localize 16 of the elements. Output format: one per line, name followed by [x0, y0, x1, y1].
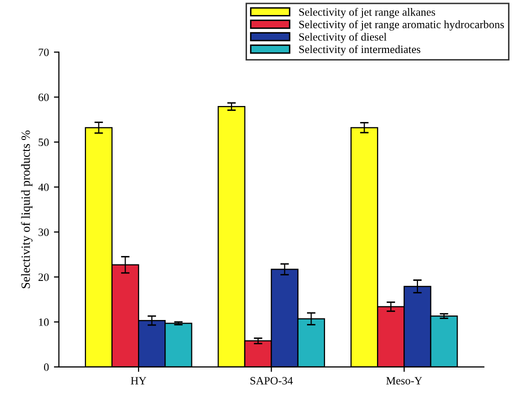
y-tick-label: 20	[38, 273, 49, 281]
x-tick-label: HY	[130, 377, 146, 384]
y-tick-label: 70	[38, 48, 49, 56]
y-tick-label: 0	[44, 363, 49, 371]
x-tick-label: Meso-Y	[386, 377, 422, 384]
legend-label: Selectivity of jet range aromatic hydrocarbons	[299, 20, 504, 31]
legend-label: Selectivity of jet range alkanes	[299, 8, 436, 18]
y-tick-label: 50	[38, 138, 49, 146]
legend-label: Selectivity of intermediates	[299, 45, 420, 56]
y-axis-title: Selectivity of liquid products %	[20, 130, 32, 288]
legend-label: Selectivity of diesel	[299, 32, 387, 43]
y-tick-label: 30	[38, 228, 49, 236]
y-tick-label: 40	[38, 184, 49, 191]
y-tick-label: 10	[39, 318, 49, 326]
x-tick-label: SAPO-34	[250, 376, 293, 384]
y-tick-label: 60	[38, 94, 49, 102]
